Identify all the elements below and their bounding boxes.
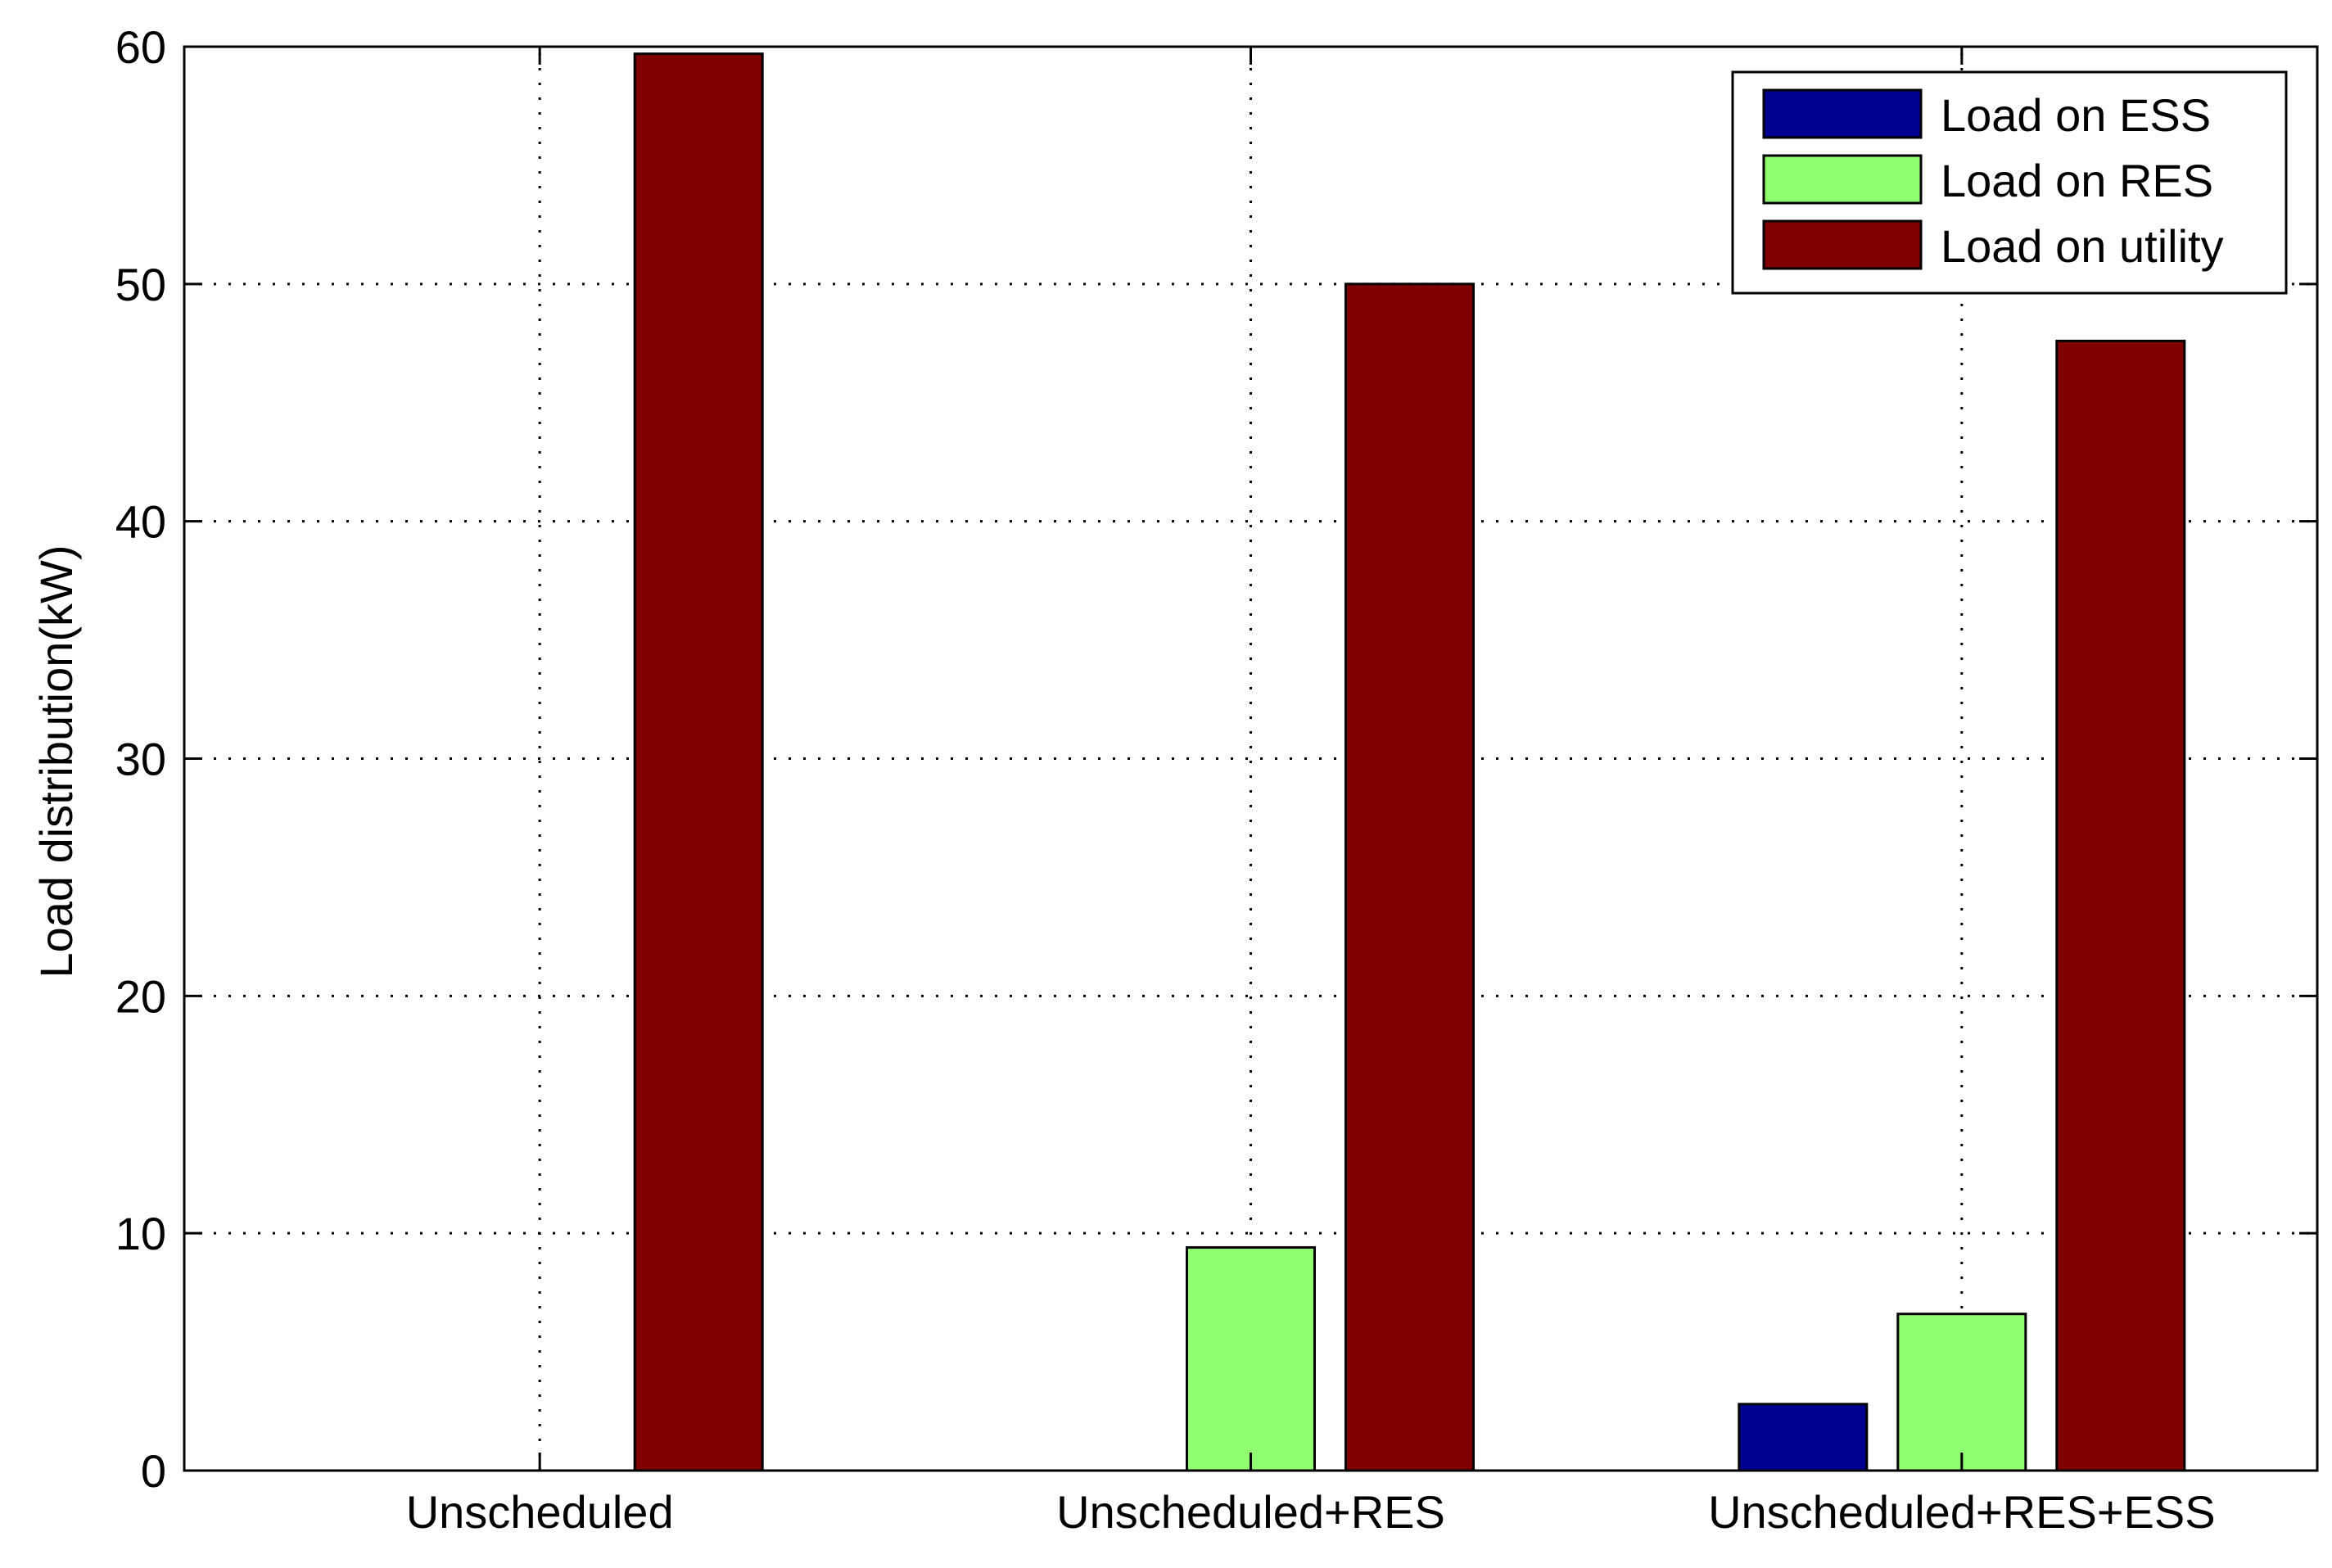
legend-label-load-on-utility: Load on utility: [1941, 220, 2224, 272]
y-tick-label-60: 60: [115, 21, 166, 73]
y-tick-label-30: 30: [115, 734, 166, 785]
x-tick-label-2: Unscheduled+RES+ESS: [1708, 1486, 2216, 1538]
legend-swatch-load-on-ess: [1762, 88, 1923, 139]
y-tick-label-0: 0: [141, 1445, 166, 1497]
bar-load-on-res-2: [1896, 1313, 2027, 1472]
x-tick-label-1: Unscheduled+RES: [1056, 1486, 1445, 1538]
legend-swatch-load-on-utility: [1762, 219, 1923, 270]
bar-load-on-res-1: [1186, 1246, 1316, 1472]
bar-load-on-utility-1: [1345, 282, 1475, 1472]
y-tick-label-50: 50: [115, 259, 166, 310]
legend-label-load-on-ess: Load on ESS: [1941, 89, 2211, 141]
y-tick-label-40: 40: [115, 496, 166, 548]
bars-layer: [633, 52, 2186, 1472]
bar-load-on-ess-2: [1738, 1403, 1869, 1472]
axes-layer: [183, 45, 2319, 1472]
y-axis-label: Load distribution(kW): [30, 545, 82, 978]
legend-label-load-on-res: Load on RES: [1941, 155, 2213, 206]
y-tick-label-10: 10: [115, 1208, 166, 1259]
legend-swatch-load-on-res: [1762, 154, 1923, 205]
legend: Load on ESS Load on RES Load on utility: [1731, 70, 2288, 295]
y-tick-label-20: 20: [115, 970, 166, 1022]
bar-load-on-utility-2: [2055, 339, 2186, 1472]
bar-load-on-utility-0: [633, 52, 764, 1472]
x-tick-label-0: Unscheduled: [406, 1486, 674, 1538]
x-tick-labels: Unscheduled Unscheduled+RES Unscheduled+RE…: [406, 1486, 2216, 1538]
y-tick-labels: 0 10 20 30 40 50 60: [115, 21, 166, 1497]
